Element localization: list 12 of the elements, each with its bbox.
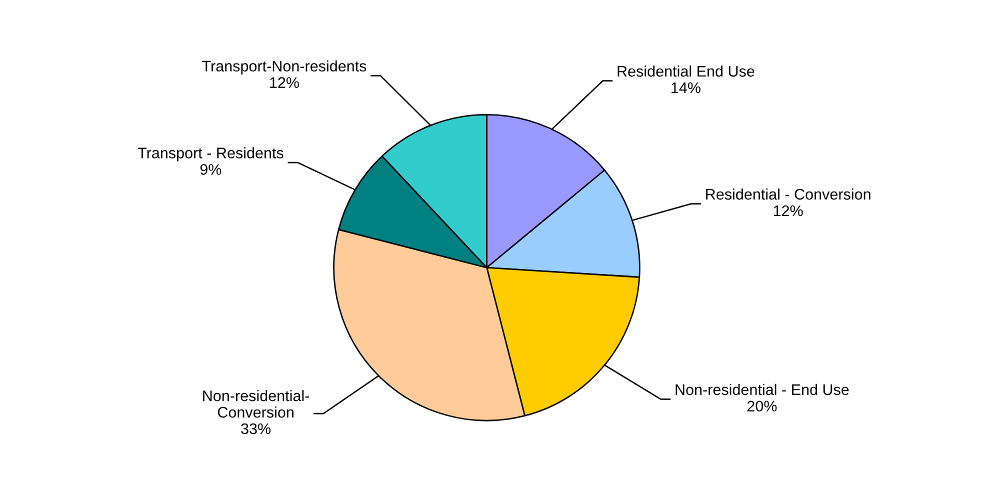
slice-label: Transport-Non-residents [202,60,366,75]
data-label: 9% [200,164,222,175]
data-label: 12% [270,77,299,88]
data-label: 12% [774,205,803,216]
data-label: 14% [672,82,700,94]
data-label: 33% [241,423,271,434]
slice-label: Residential End Use [618,65,754,77]
data-label: 20% [747,400,777,412]
slice-label: Non-residential- Conversion [203,390,310,418]
slice-label: Residential - Conversion [706,188,870,200]
slice-label: Non-residential - End Use [676,384,849,396]
slice-label: Transport - Residents [138,147,284,162]
